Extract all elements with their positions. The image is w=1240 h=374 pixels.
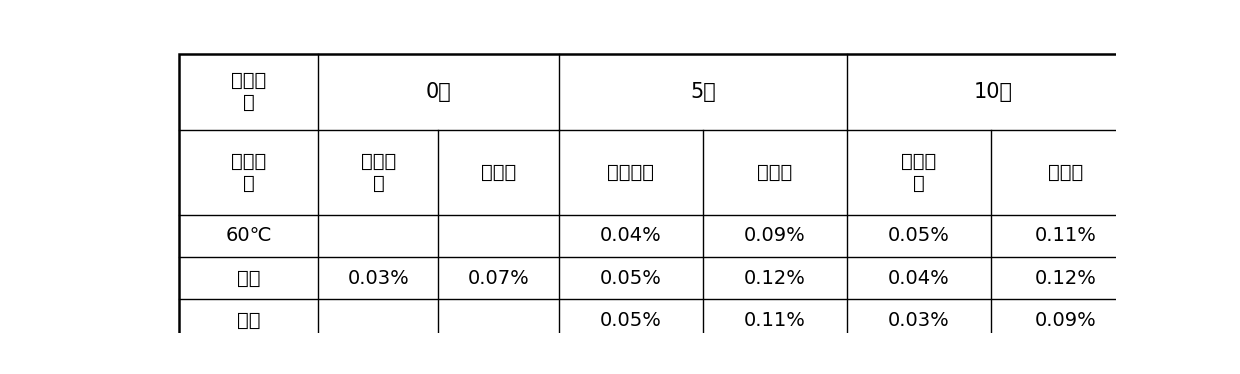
Text: 总杂质: 总杂质	[758, 163, 792, 182]
Text: 单个杂质: 单个杂质	[608, 163, 655, 182]
Text: 0.12%: 0.12%	[744, 269, 806, 288]
Text: 0.12%: 0.12%	[1034, 269, 1096, 288]
Text: 60℃: 60℃	[226, 226, 272, 245]
Text: 高湿: 高湿	[237, 269, 260, 288]
Text: 10天: 10天	[973, 82, 1013, 102]
Text: 0.07%: 0.07%	[467, 269, 529, 288]
Text: 0.03%: 0.03%	[347, 269, 409, 288]
Text: 0.09%: 0.09%	[744, 226, 806, 245]
Text: 0.11%: 0.11%	[744, 311, 806, 330]
Text: 光照: 光照	[237, 311, 260, 330]
Text: 总杂质: 总杂质	[1048, 163, 1084, 182]
Text: 考察时
间: 考察时 间	[231, 71, 267, 112]
Text: 考察条
件: 考察条 件	[231, 152, 267, 193]
Text: 0.04%: 0.04%	[888, 269, 950, 288]
Text: 0.04%: 0.04%	[600, 226, 662, 245]
Text: 0.05%: 0.05%	[600, 269, 662, 288]
Text: 单个杂
质: 单个杂 质	[901, 152, 936, 193]
Text: 0.09%: 0.09%	[1034, 311, 1096, 330]
Text: 单个杂
质: 单个杂 质	[361, 152, 396, 193]
Text: 5天: 5天	[689, 82, 715, 102]
Text: 0.11%: 0.11%	[1034, 226, 1096, 245]
Text: 0.05%: 0.05%	[600, 311, 662, 330]
Text: 总杂质: 总杂质	[481, 163, 516, 182]
Text: 0.05%: 0.05%	[888, 226, 950, 245]
Text: 0天: 0天	[425, 82, 451, 102]
Text: 0.03%: 0.03%	[888, 311, 950, 330]
